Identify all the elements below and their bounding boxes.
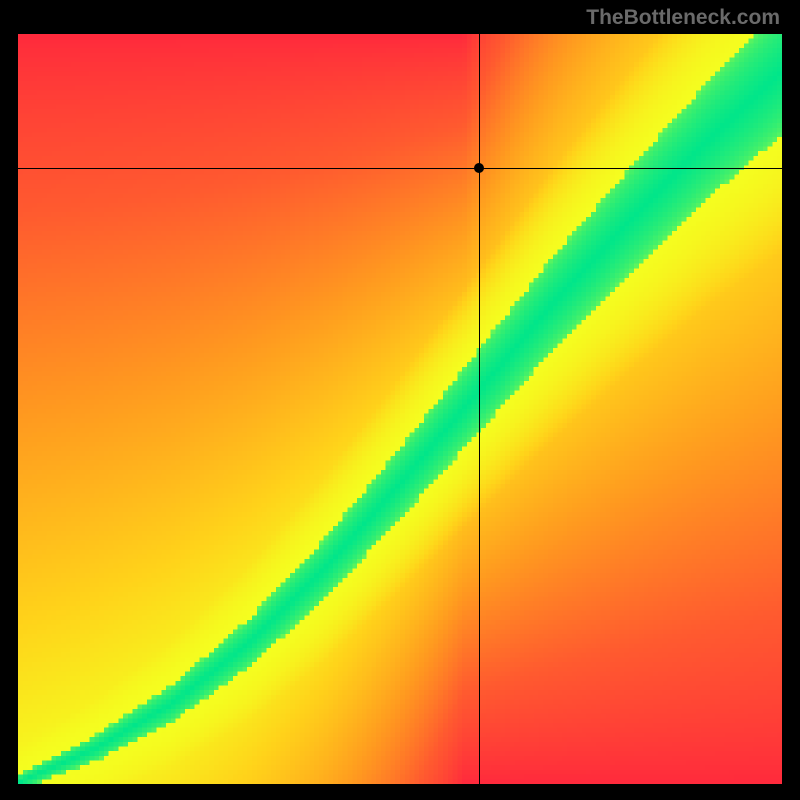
marker-dot xyxy=(474,163,484,173)
heatmap-plot xyxy=(18,34,782,784)
heatmap-canvas xyxy=(18,34,782,784)
crosshair-vertical xyxy=(479,34,480,784)
watermark-text: TheBottleneck.com xyxy=(586,6,780,30)
crosshair-horizontal xyxy=(18,168,782,169)
chart-container: { "watermark": { "text": "TheBottleneck.… xyxy=(0,0,800,800)
